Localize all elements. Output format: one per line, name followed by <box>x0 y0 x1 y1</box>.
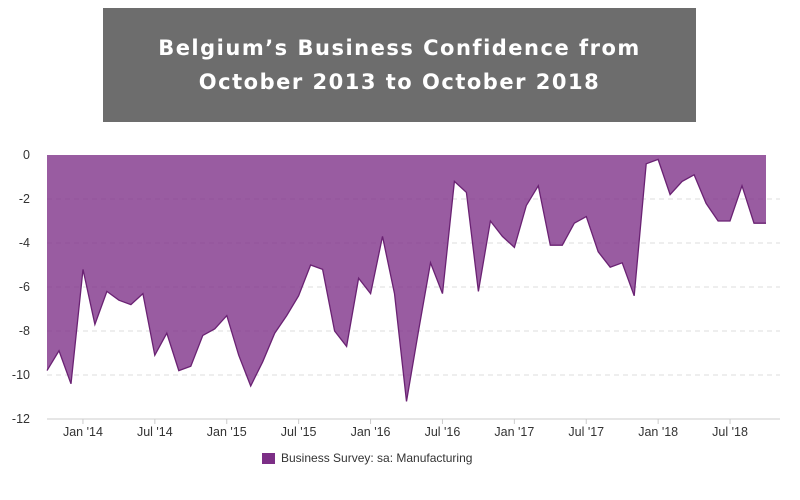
y-tick-label: -6 <box>19 280 30 294</box>
data-point <box>249 384 253 388</box>
data-point <box>632 294 636 298</box>
series-area-fill <box>47 155 766 402</box>
data-point <box>237 353 241 357</box>
data-point <box>620 261 624 265</box>
data-point <box>668 193 672 197</box>
data-point <box>692 173 696 177</box>
y-tick-label: -12 <box>12 412 30 426</box>
data-point <box>560 243 564 247</box>
data-point <box>680 179 684 183</box>
x-tick-label: Jan '17 <box>494 425 534 439</box>
data-point <box>189 364 193 368</box>
legend-label: Business Survey: sa: Manufacturing <box>281 451 473 465</box>
data-point <box>201 333 205 337</box>
data-point <box>740 184 744 188</box>
x-tick-label: Jan '14 <box>63 425 103 439</box>
data-point <box>309 263 313 267</box>
data-point <box>405 399 409 403</box>
x-tick-label: Jul '16 <box>425 425 461 439</box>
data-point <box>357 276 361 280</box>
data-point <box>441 292 445 296</box>
data-point <box>261 360 265 364</box>
data-point <box>728 219 732 223</box>
x-tick-label: Jul '18 <box>712 425 748 439</box>
data-point <box>165 331 169 335</box>
x-tick-label: Jul '15 <box>281 425 317 439</box>
data-point <box>704 201 708 205</box>
data-point <box>500 234 504 238</box>
data-point <box>177 369 181 373</box>
data-point <box>417 329 421 333</box>
chart-title-line-2: October 2013 to October 2018 <box>198 70 601 94</box>
data-point <box>452 179 456 183</box>
data-point <box>333 329 337 333</box>
data-point <box>225 314 229 318</box>
x-tick-label: Jan '16 <box>351 425 391 439</box>
series-line <box>46 158 766 402</box>
data-point <box>512 245 516 249</box>
data-point <box>716 219 720 223</box>
y-tick-label: 0 <box>23 148 30 162</box>
legend[interactable]: Business Survey: sa: Manufacturing <box>262 451 472 465</box>
data-point <box>369 292 373 296</box>
data-point <box>141 292 145 296</box>
x-tick-label: Jul '17 <box>568 425 604 439</box>
axis-layer: 0 -2 -4 -6 -8 -10 -12 Jan '14 Jul '14 Jan '15 Jul … <box>12 148 780 439</box>
data-point <box>752 221 756 225</box>
x-tick-label: Jul '14 <box>137 425 173 439</box>
data-point <box>57 349 61 353</box>
data-point <box>572 221 576 225</box>
y-tick-label: -8 <box>19 324 30 338</box>
data-point <box>764 221 768 225</box>
data-point <box>524 204 528 208</box>
data-point <box>45 369 49 373</box>
area-layer <box>45 155 768 403</box>
data-point <box>608 265 612 269</box>
data-point <box>476 289 480 293</box>
chart-title-line-1: Belgium’s Business Confidence from <box>158 36 641 60</box>
data-point <box>393 292 397 296</box>
x-tick-label: Jan '15 <box>207 425 247 439</box>
data-point <box>644 162 648 166</box>
data-point <box>213 327 217 331</box>
y-tick-label: -10 <box>12 368 30 382</box>
chart-title-box: Belgium’s Business Confidence from Octob… <box>103 8 696 122</box>
data-point <box>596 250 600 254</box>
data-point <box>321 267 325 271</box>
data-point <box>381 234 385 238</box>
data-point <box>656 157 660 161</box>
data-point <box>93 322 97 326</box>
data-point <box>129 303 133 307</box>
data-point <box>285 314 289 318</box>
data-point <box>297 294 301 298</box>
x-tick-label: Jan '18 <box>638 425 678 439</box>
data-point <box>548 243 552 247</box>
y-tick-label: -2 <box>19 192 30 206</box>
y-tick-label: -4 <box>19 236 30 250</box>
data-point <box>81 267 85 271</box>
data-point <box>69 382 73 386</box>
data-point <box>429 261 433 265</box>
data-point <box>105 289 109 293</box>
data-point <box>153 353 157 357</box>
data-point <box>584 215 588 219</box>
data-point <box>117 298 121 302</box>
data-point <box>464 190 468 194</box>
data-point <box>345 344 349 348</box>
legend-swatch <box>262 452 275 464</box>
data-point <box>488 219 492 223</box>
data-point <box>536 184 540 188</box>
data-point <box>273 331 277 335</box>
